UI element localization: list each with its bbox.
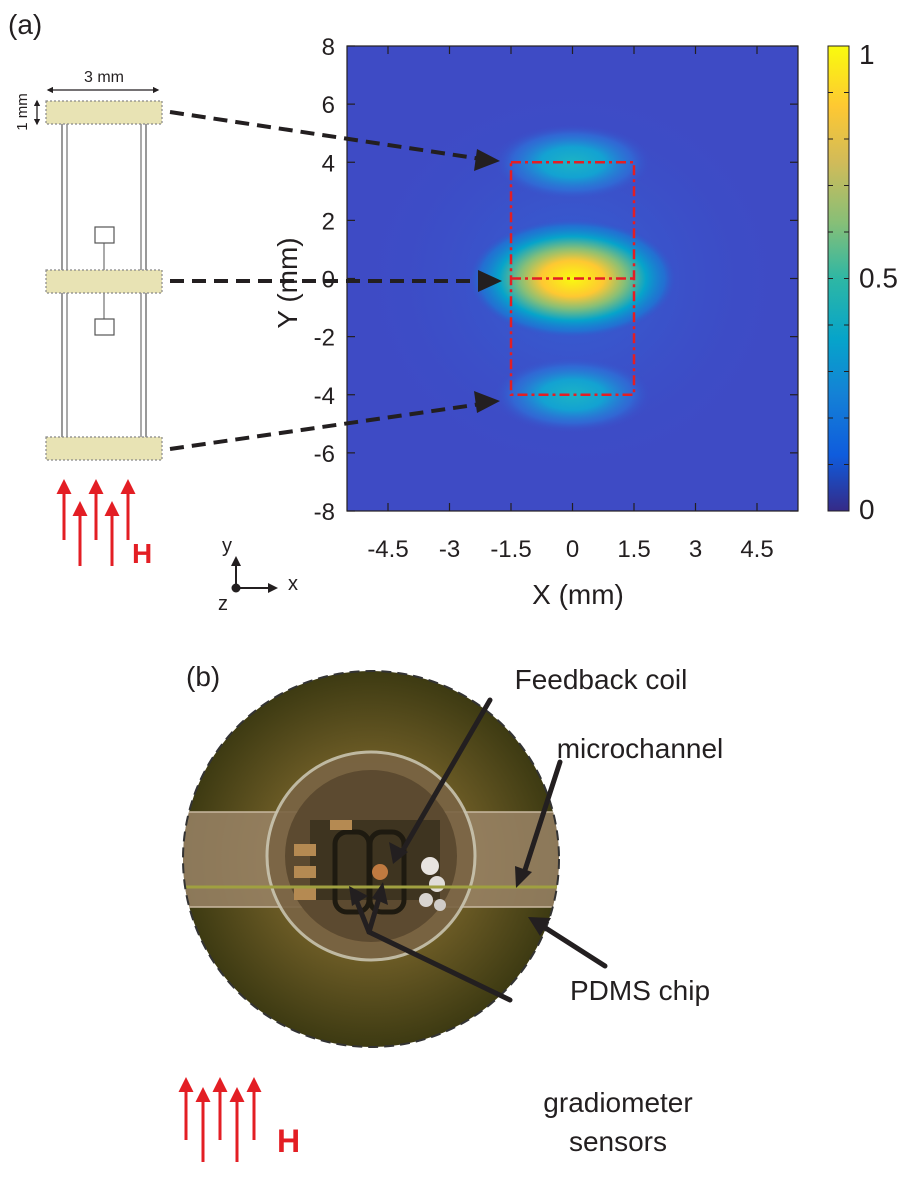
sensor-schematic: 3 mm 1 mm	[14, 69, 163, 461]
connector-arrows	[169, 110, 489, 451]
x-tick-label: -1.5	[490, 536, 531, 563]
label-gradiometer-line2: sensors	[569, 1126, 667, 1157]
x-tick-label: 0	[566, 536, 579, 563]
device-photo	[182, 670, 560, 1048]
heatmap-hotspot-bottom	[492, 356, 653, 433]
sensor-bar-bottom	[45, 436, 163, 461]
sensor-bar-middle	[45, 269, 163, 294]
x-tick-label: 1.5	[617, 536, 650, 563]
field-arrows-a	[56, 479, 136, 566]
axis-y-label: y	[222, 535, 232, 557]
y-tick-label: 6	[322, 92, 335, 119]
photo-border	[182, 670, 560, 1048]
axis-z-label: z	[218, 593, 228, 615]
colorbar-tick-label: 0	[859, 494, 875, 525]
axis-x-label: x	[288, 573, 298, 595]
y-tick-label: -6	[314, 441, 335, 468]
y-tick-label: -2	[314, 325, 335, 352]
sensor-bar-top	[45, 100, 163, 125]
x-axis-label: X (mm)	[532, 579, 624, 610]
connector-arrowheads	[474, 149, 502, 413]
heatmap-hotspot-center	[467, 218, 678, 339]
x-tick-label: -4.5	[367, 536, 408, 563]
label-gradiometer-line1: gradiometer	[543, 1087, 692, 1118]
field-arrows-b	[178, 1077, 262, 1162]
annotation-arrows	[354, 697, 608, 1003]
connector-arrow-bottom	[169, 401, 489, 451]
width-dimension-label: 3 mm	[84, 69, 124, 86]
panel-b-label: (b)	[186, 661, 220, 692]
field-label-b: H	[277, 1123, 300, 1159]
annotation-arrowheads	[349, 842, 551, 936]
coordinate-axes: y x z	[218, 535, 298, 615]
y-tick-label: -8	[314, 499, 335, 526]
height-dimension-label: 1 mm	[14, 93, 31, 131]
label-pdms-chip: PDMS chip	[570, 975, 710, 1006]
y-tick-label: 4	[322, 150, 335, 177]
heatmap-hotspot-top	[492, 124, 653, 201]
panel-a-label: (a)	[8, 9, 42, 40]
colorbar-tick-label: 1	[859, 39, 875, 70]
x-ticks: -4.5 -3 -1.5 0 1.5 3 4.5	[367, 46, 774, 563]
colorbar: 10.50	[827, 39, 898, 525]
y-tick-label: 2	[322, 208, 335, 235]
x-tick-label: 3	[689, 536, 702, 563]
sensor-region-box	[509, 161, 636, 396]
colorbar-tick-label: 0.5	[859, 263, 898, 294]
connector-arrow-top	[169, 110, 489, 162]
colorbar-ticks: 10.50	[828, 39, 898, 525]
x-tick-label: 4.5	[740, 536, 773, 563]
label-feedback-coil: Feedback coil	[515, 664, 688, 695]
label-microchannel: microchannel	[557, 733, 724, 764]
field-label-a: H	[132, 538, 152, 569]
x-tick-label: -3	[439, 536, 460, 563]
y-tick-label: -4	[314, 383, 335, 410]
y-tick-label: 8	[322, 34, 335, 61]
